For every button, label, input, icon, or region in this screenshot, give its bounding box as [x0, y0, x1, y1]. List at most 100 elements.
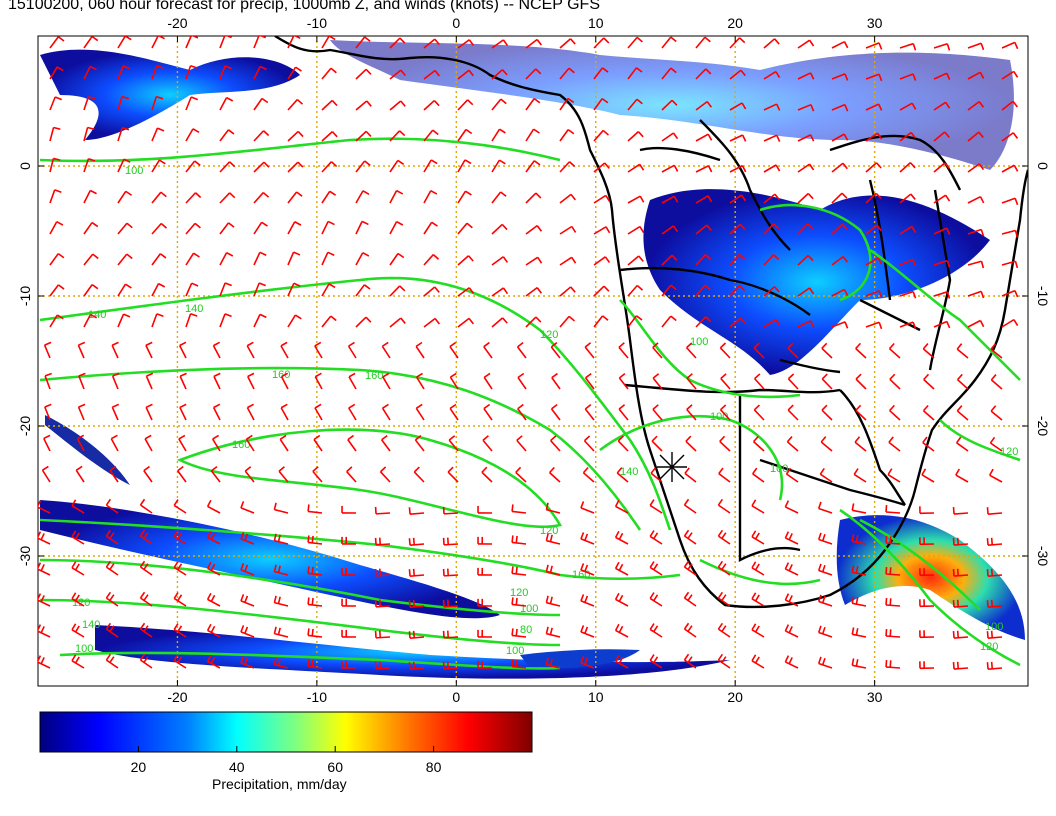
wind-barb	[206, 499, 221, 514]
wind-barb	[851, 565, 867, 576]
wind-barb	[423, 190, 438, 204]
wind-barb	[321, 131, 338, 142]
wind-barb	[145, 341, 153, 359]
wind-barb	[219, 251, 234, 266]
wind-barb	[885, 535, 901, 545]
wind-barb	[117, 190, 133, 204]
wind-barb	[117, 253, 133, 266]
lon-tick-label-top: 0	[452, 15, 460, 31]
wind-barb	[219, 65, 232, 80]
wind-barb	[71, 654, 85, 669]
wind-barb	[853, 468, 867, 483]
wind-barb	[206, 561, 221, 576]
wind-barb	[341, 660, 357, 669]
wind-barb	[865, 224, 882, 235]
wind-barb	[413, 466, 425, 483]
wind-barb	[952, 661, 969, 670]
contour-value-label: 160	[272, 369, 290, 381]
wind-barb	[614, 561, 629, 576]
wind-barb	[355, 220, 369, 235]
wind-barb	[185, 282, 199, 297]
wind-barb	[831, 223, 848, 235]
wind-barb	[986, 507, 1003, 515]
wind-barb	[346, 466, 357, 483]
contour-value-label: 160	[232, 439, 250, 451]
wind-barb	[457, 287, 475, 297]
wind-barb	[49, 66, 64, 80]
wind-barb	[38, 655, 51, 669]
wind-barb	[219, 192, 236, 204]
wind-barb	[477, 629, 493, 638]
wind-barb	[477, 536, 493, 545]
wind-barb	[729, 164, 747, 173]
wind-barb	[415, 341, 425, 359]
wind-barb	[145, 403, 153, 421]
contour-value-label: 100	[985, 621, 1003, 633]
wind-barb	[967, 319, 985, 328]
wind-barb	[627, 195, 645, 204]
wind-barb	[321, 220, 335, 235]
wind-barb	[952, 568, 969, 577]
wind-barb	[110, 434, 119, 452]
wind-barb	[831, 133, 849, 142]
wind-barb	[38, 531, 51, 545]
wind-barb	[49, 284, 65, 297]
wind-barb	[817, 656, 833, 669]
wind-barb	[117, 36, 132, 49]
wind-barb	[321, 67, 337, 80]
wind-barb	[1001, 318, 1019, 328]
wind-barb	[307, 659, 323, 669]
wind-barb	[865, 257, 883, 266]
wind-barb	[695, 133, 713, 142]
wind-barb	[784, 624, 799, 638]
wind-barb	[374, 506, 391, 515]
wind-barb	[408, 630, 425, 640]
wind-barb	[763, 286, 780, 297]
wind-barb	[117, 95, 129, 111]
wind-barb	[77, 403, 86, 421]
wind-barb	[312, 466, 323, 483]
wind-barb	[933, 259, 951, 268]
wind-barb	[355, 160, 371, 173]
wind-barb	[545, 533, 561, 545]
wind-barb	[389, 37, 406, 49]
wind-barb	[753, 342, 765, 359]
wind-barb	[273, 595, 289, 607]
wind-barb	[889, 404, 901, 421]
wind-barb	[933, 42, 951, 51]
wind-barbs	[38, 36, 1019, 671]
wind-barb	[865, 290, 883, 298]
wind-barb	[38, 500, 51, 514]
contour-value-label: 100	[690, 336, 708, 348]
wind-barb	[389, 130, 406, 142]
wind-barb	[831, 288, 849, 297]
wind-barb	[253, 161, 270, 173]
wind-barb	[185, 192, 202, 204]
wind-barb	[865, 162, 882, 173]
wind-barb	[683, 653, 697, 669]
wind-barb	[797, 103, 815, 112]
colorbar-caption: Precipitation, mm/day	[212, 776, 347, 792]
wind-barb	[686, 373, 697, 390]
wind-barb	[313, 434, 323, 452]
wind-barb	[247, 372, 255, 390]
wind-barb	[683, 560, 697, 576]
wind-barb	[627, 284, 644, 297]
wind-barb	[797, 320, 815, 328]
wind-barb	[75, 465, 85, 483]
wind-barb	[933, 227, 951, 235]
wind-barb	[151, 313, 164, 328]
wind-barb	[614, 499, 629, 514]
wind-barb	[525, 38, 543, 49]
wind-barb	[321, 283, 336, 297]
wind-barb	[763, 318, 781, 328]
wind-barb	[817, 625, 833, 638]
wind-barb	[821, 404, 833, 421]
wind-barb	[1001, 164, 1019, 173]
wind-barb	[580, 501, 595, 514]
colorbar-tick-label: 60	[327, 759, 343, 775]
wind-barb	[117, 222, 133, 235]
wind-barb	[616, 467, 629, 483]
wind-barb	[754, 373, 765, 390]
wind-barb	[442, 630, 459, 639]
